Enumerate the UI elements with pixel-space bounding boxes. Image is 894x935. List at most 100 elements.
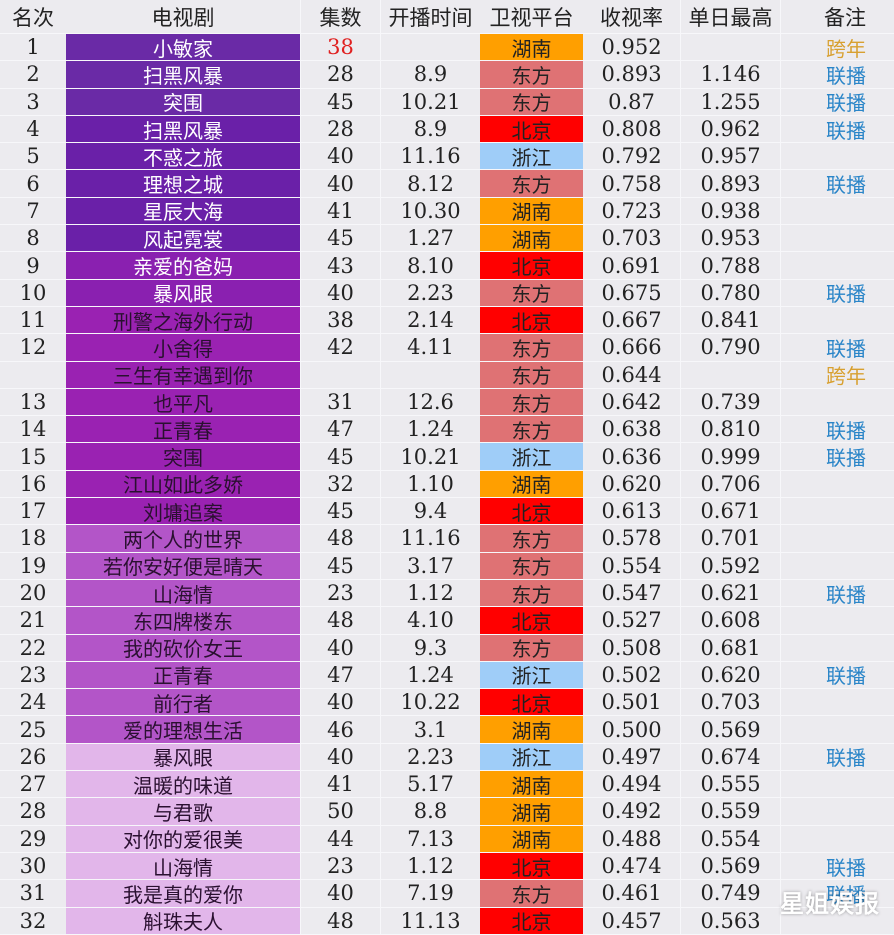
table-row: 22 我的砍价女王 40 9.3 东方 0.508 0.681 [0, 634, 894, 662]
rank-cell: 32 [19, 908, 47, 933]
peak-rating-cell [680, 361, 780, 388]
note-cell: 联播 [780, 880, 894, 907]
premiere-date-cell: 10.21 [380, 443, 480, 470]
platform-cell: 浙江 [480, 743, 583, 770]
table-row: 30 山海情 23 1.12 北京 0.474 0.569 联播 [0, 852, 894, 881]
drama-name-cell: 理想之城 [66, 170, 300, 197]
rank-cell: 29 [19, 826, 47, 851]
rank-cell: 25 [19, 717, 47, 742]
rank-cell: 27 [19, 772, 47, 797]
peak-rating-cell: 0.681 [680, 634, 780, 661]
note-cell: 联播 [780, 279, 894, 306]
peak-rating-cell: 0.569 [680, 716, 780, 743]
rank-cell: 15 [19, 444, 47, 469]
rank-cell: 6 [26, 171, 40, 196]
platform-cell: 北京 [480, 252, 583, 279]
episodes-cell: 47 [300, 661, 380, 689]
premiere-date-cell: 7.19 [380, 880, 480, 907]
drama-name-cell: 若你安好便是晴天 [66, 552, 300, 579]
platform-cell: 北京 [480, 689, 583, 716]
rating-cell: 0.554 [601, 553, 662, 578]
rank-cell: 8 [26, 226, 40, 251]
premiere-date-cell: 8.12 [380, 170, 480, 197]
rank-cell: 14 [19, 417, 47, 442]
note-cell: 联播 [780, 115, 894, 143]
rank-cell: 12 [19, 335, 47, 360]
platform-cell: 浙江 [480, 143, 583, 170]
rank-cell: 18 [19, 526, 47, 551]
platform-cell: 浙江 [480, 443, 583, 470]
premiere-date-cell: 12.6 [380, 388, 480, 416]
episodes-cell: 40 [300, 143, 380, 170]
rank-cell [0, 362, 66, 388]
episodes-cell: 40 [300, 279, 380, 306]
peak-rating-cell: 0.938 [680, 197, 780, 225]
drama-name-cell: 刑警之海外行动 [66, 306, 300, 334]
rating-cell: 0.501 [601, 690, 662, 715]
table-row: 23 正青春 47 1.24 浙江 0.502 0.620 联播 [0, 661, 894, 690]
premiere-date-cell: 11.13 [380, 907, 480, 934]
note-cell [780, 306, 894, 334]
platform-cell: 浙江 [480, 661, 583, 688]
episodes-cell: 31 [300, 388, 380, 416]
table-row: 28 与君歌 50 8.8 湖南 0.492 0.559 [0, 798, 894, 826]
premiere-date-cell: 9.3 [380, 634, 480, 661]
drama-name-cell: 正青春 [66, 661, 300, 688]
episodes-cell: 40 [300, 170, 380, 197]
rating-cell: 0.758 [601, 171, 662, 196]
peak-rating-cell: 0.703 [680, 689, 780, 716]
rank-cell: 28 [19, 799, 47, 824]
rating-cell: 0.474 [601, 854, 662, 879]
premiere-date-cell: 8.9 [380, 115, 480, 143]
drama-name-cell: 斛珠夫人 [66, 907, 300, 934]
peak-rating-cell: 1.146 [680, 61, 780, 88]
platform-cell: 东方 [480, 552, 583, 579]
drama-name-cell: 扫黑风暴 [66, 61, 300, 88]
platform-cell: 湖南 [480, 225, 583, 252]
rating-cell: 0.808 [601, 117, 662, 142]
peak-rating-cell: 0.706 [680, 470, 780, 498]
premiere-date-cell: 8.9 [380, 61, 480, 88]
note-cell: 联播 [780, 88, 894, 115]
rank-cell: 4 [26, 117, 40, 142]
peak-rating-cell: 0.554 [680, 825, 780, 852]
premiere-date-cell: 8.8 [380, 798, 480, 825]
table-body: 1 小敏家 38 湖南 0.952 跨年 2 扫黑风暴 28 8.9 东方 0.… [0, 34, 894, 935]
note-cell: 联播 [780, 443, 894, 470]
rating-cell: 0.644 [601, 362, 662, 387]
note-cell [780, 252, 894, 279]
episodes-cell: 28 [300, 61, 380, 88]
episodes-cell: 45 [300, 88, 380, 115]
table-row: 三生有幸遇到你 东方 0.644 跨年 [0, 361, 894, 389]
platform-cell: 东方 [480, 880, 583, 907]
episodes-cell: 41 [300, 771, 380, 798]
rank-cell: 19 [19, 553, 47, 578]
episodes-cell: 28 [300, 115, 380, 143]
platform-cell: 北京 [480, 907, 583, 934]
premiere-date-cell: 8.10 [380, 252, 480, 279]
table-row: 29 对你的爱很美 44 7.13 湖南 0.488 0.554 [0, 825, 894, 853]
note-cell [780, 470, 894, 498]
drama-name-cell: 东四牌楼东 [66, 607, 300, 634]
platform-cell: 东方 [480, 170, 583, 197]
table-row: 10 暴风眼 40 2.23 东方 0.675 0.780 联播 [0, 279, 894, 307]
episodes-cell: 32 [300, 470, 380, 498]
table-row: 6 理想之城 40 8.12 东方 0.758 0.893 联播 [0, 170, 894, 198]
rating-cell: 0.792 [601, 144, 662, 169]
premiere-date-cell: 7.13 [380, 825, 480, 852]
rating-cell: 0.488 [601, 826, 662, 851]
note-cell: 联播 [780, 170, 894, 197]
rank-cell: 31 [19, 881, 47, 906]
drama-name-cell: 我是真的爱你 [66, 880, 300, 907]
rank-cell: 20 [19, 581, 47, 606]
rank-cell: 10 [19, 280, 47, 305]
drama-name-cell: 星辰大海 [66, 197, 300, 224]
table-row: 9 亲爱的爸妈 43 8.10 北京 0.691 0.788 [0, 252, 894, 280]
note-cell [780, 798, 894, 825]
peak-rating-cell: 0.739 [680, 388, 780, 416]
platform-cell: 湖南 [480, 34, 583, 61]
rank-cell: 9 [26, 253, 40, 278]
episodes-cell: 45 [300, 498, 380, 525]
episodes-cell: 48 [300, 525, 380, 552]
note-cell: 联播 [780, 416, 894, 443]
